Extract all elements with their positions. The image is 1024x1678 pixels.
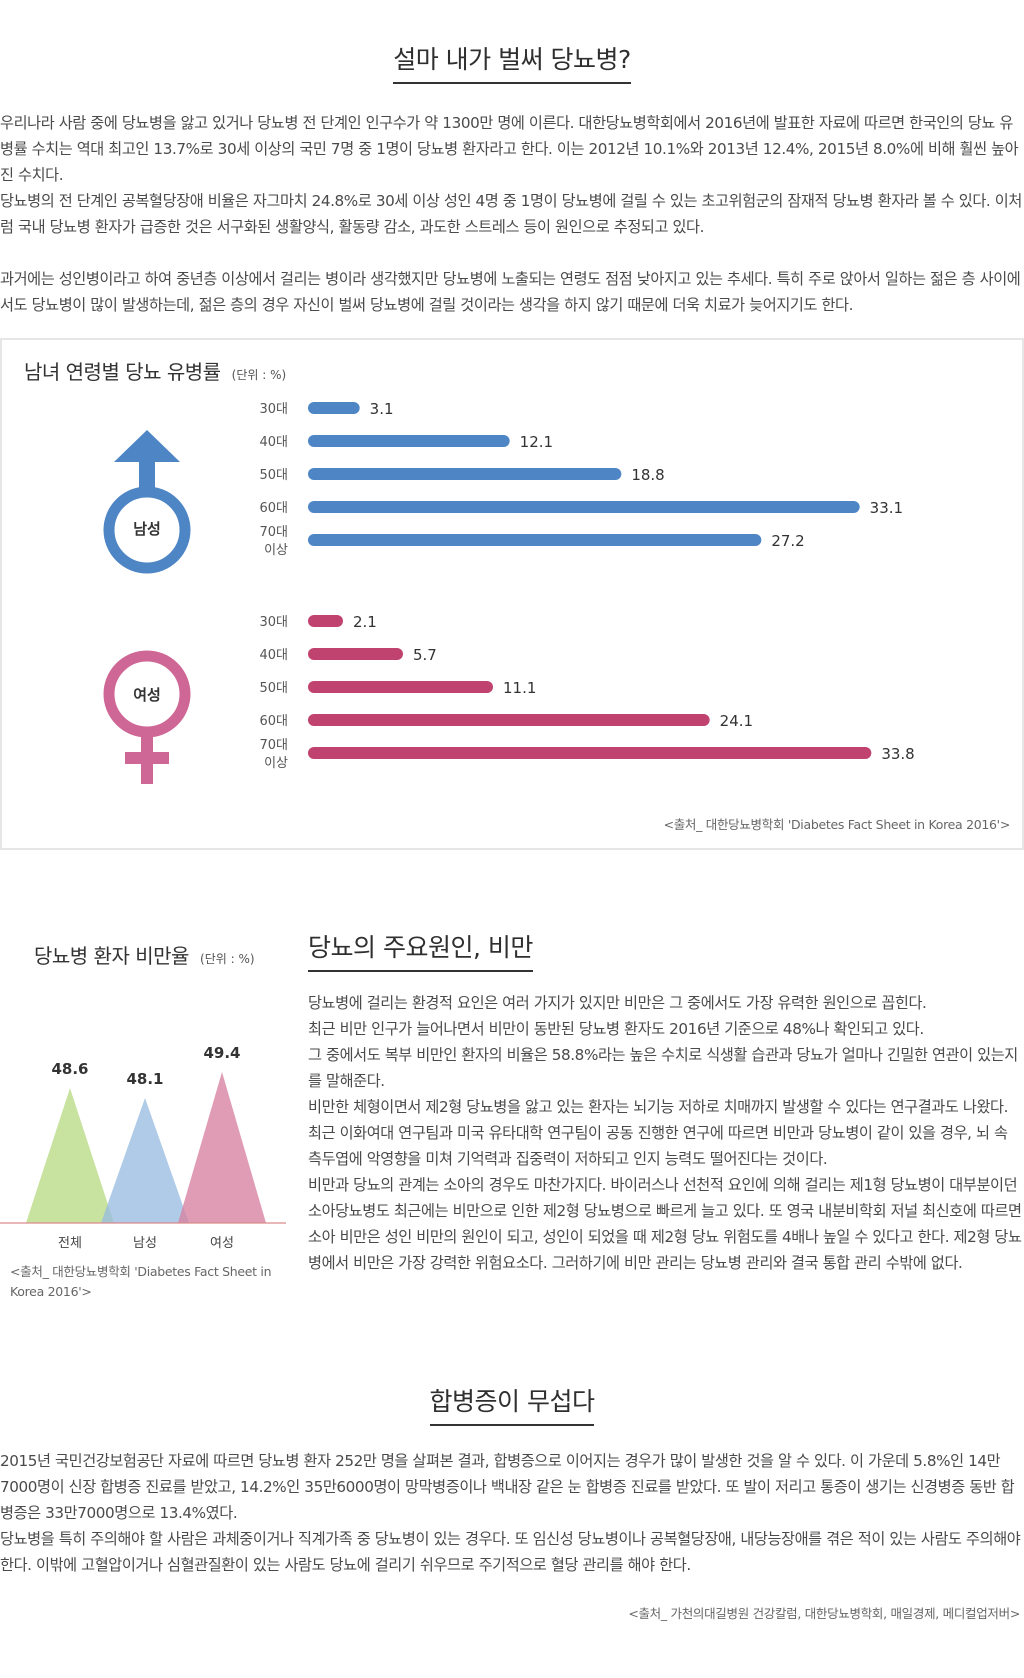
category-label: 60대: [259, 501, 288, 516]
bar-value-label: 27.2: [771, 532, 804, 550]
section2-paragraph-1: 당뇨병에 걸리는 환경적 요인은 여러 가지가 있지만 비만은 그 중에서도 가…: [308, 994, 927, 1012]
female-symbol-icon: [103, 650, 191, 784]
section1-paragraph-1: 우리나라 사람 중에 당뇨병을 앓고 있거나 당뇨병 전 단계인 인구수가 약 …: [0, 114, 1019, 184]
category-label: 70대 이상: [259, 738, 288, 771]
prevalence-bar-chart: 30대 3.1 40대 12.1 50대 18.8 60대 33.1 70대 이상 27.2 30대 2…: [259, 400, 914, 771]
section1-title: 설마 내가 벌써 당뇨병?: [393, 40, 631, 84]
category-label: 50대: [259, 468, 288, 483]
section3-paragraph-1: 2015년 국민건강보험공단 자료에 따르면 당뇨병 환자 252만 명을 살펴…: [0, 1452, 1015, 1522]
bar-value-label: 24.1: [720, 712, 753, 730]
section3-paragraph-2: 당뇨병을 특히 주의해야 할 사람은 과체중이거나 직계가족 중 당뇨병이 있는…: [0, 1530, 1021, 1574]
section3-body: 2015년 국민건강보험공단 자료에 따르면 당뇨병 환자 252만 명을 살펴…: [0, 1448, 1022, 1578]
bar-value-label: 12.1: [520, 433, 553, 451]
bar-value-label: 33.1: [870, 499, 903, 517]
prevalence-chart-box: 남녀 연령별 당뇨 유병률 (단위 : %) 남성 여성 30대 3.1 40대 12…: [0, 338, 1024, 850]
male-symbol-icon: [103, 430, 191, 574]
obesity-chart-unit: (단위 : %): [200, 952, 255, 966]
section2-paragraph-5: 비만과 당뇨의 관계는 소아의 경우도 마찬가지다. 바이러스나 선천적 요인에…: [308, 1176, 1022, 1272]
prevalence-chart-heading: 남녀 연령별 당뇨 유병률 (단위 : %): [24, 356, 286, 385]
section3-title: 합병증이 무섭다: [429, 1382, 595, 1426]
section1-paragraph-3: 과거에는 성인병이라고 하여 중년층 이상에서 걸리는 병이라 생각했지만 당뇨…: [0, 270, 1021, 314]
obesity-chart-title: 당뇨병 환자 비만율: [34, 944, 189, 968]
prevalence-chart-unit: (단위 : %): [231, 368, 287, 382]
category-label: 30대: [259, 402, 288, 417]
category-label: 40대: [259, 435, 288, 450]
bar-value-label: 18.8: [631, 466, 664, 484]
category-label: 70대 이상: [259, 525, 288, 558]
bar-value-label: 5.7: [413, 646, 437, 664]
section2-header: 당뇨의 주요원인, 비만: [308, 928, 533, 972]
bar-value-label: 33.8: [881, 745, 914, 763]
obesity-value-label: 48.6: [51, 1060, 88, 1078]
section2-title: 당뇨의 주요원인, 비만: [308, 928, 533, 972]
section3-source: <출처_ 가천의대길병원 건강칼럼, 대한당뇨병학회, 매일경제, 메디컬업저버…: [628, 1606, 1020, 1621]
category-label: 30대: [259, 615, 288, 630]
category-label: 40대: [259, 648, 288, 663]
obesity-value-label: 49.4: [203, 1044, 240, 1062]
section2-paragraph-2: 최근 비만 인구가 늘어나면서 비만이 동반된 당뇨병 환자도 2016년 기준…: [308, 1020, 924, 1038]
section2-paragraph-4: 비만한 체형이면서 제2형 당뇨병을 앓고 있는 환자는 뇌기능 저하로 치매까…: [308, 1098, 1009, 1168]
bar-value-label: 11.1: [503, 679, 536, 697]
obesity-category-label: 여성: [210, 1236, 234, 1250]
section2-body: 당뇨병에 걸리는 환경적 요인은 여러 가지가 있지만 비만은 그 중에서도 가…: [308, 990, 1022, 1276]
obesity-value-label: 48.1: [126, 1070, 163, 1088]
category-label: 50대: [259, 681, 288, 696]
bar-value-label: 2.1: [353, 613, 377, 631]
section1-paragraph-2: 당뇨병의 전 단계인 공복혈당장애 비율은 자그마치 24.8%로 30세 이상…: [0, 192, 1022, 236]
obesity-category-label: 남성: [133, 1236, 157, 1250]
obesity-triangle: [26, 1088, 114, 1223]
obesity-triangle: [101, 1098, 189, 1223]
male-symbol-label: 남성: [133, 520, 161, 538]
prevalence-chart-source: <출처_ 대한당뇨병학회 'Diabetes Fact Sheet in Kor…: [663, 817, 1011, 832]
section1-body: 우리나라 사람 중에 당뇨병을 앓고 있거나 당뇨병 전 단계인 인구수가 약 …: [0, 110, 1022, 318]
obesity-chart-heading: 당뇨병 환자 비만율 (단위 : %): [34, 940, 255, 969]
section1-header: 설마 내가 벌써 당뇨병?: [0, 40, 1024, 84]
obesity-triangle: [178, 1072, 266, 1223]
female-symbol-label: 여성: [133, 686, 161, 704]
obesity-chart-source: <출처_ 대한당뇨병학회 'Diabetes Fact Sheet in Kor…: [10, 1264, 272, 1299]
obesity-triangle-chart: 48.6 전체 48.1 남성 49.4 여성: [0, 1044, 286, 1250]
category-label: 60대: [259, 714, 288, 729]
bar-value-label: 3.1: [370, 400, 394, 418]
section3-header: 합병증이 무섭다: [0, 1382, 1024, 1426]
obesity-category-label: 전체: [58, 1236, 82, 1250]
section2-paragraph-3: 그 중에서도 복부 비만인 환자의 비율은 58.8%라는 높은 수치로 식생활…: [308, 1046, 1018, 1090]
prevalence-chart-title: 남녀 연령별 당뇨 유병률: [24, 360, 221, 384]
